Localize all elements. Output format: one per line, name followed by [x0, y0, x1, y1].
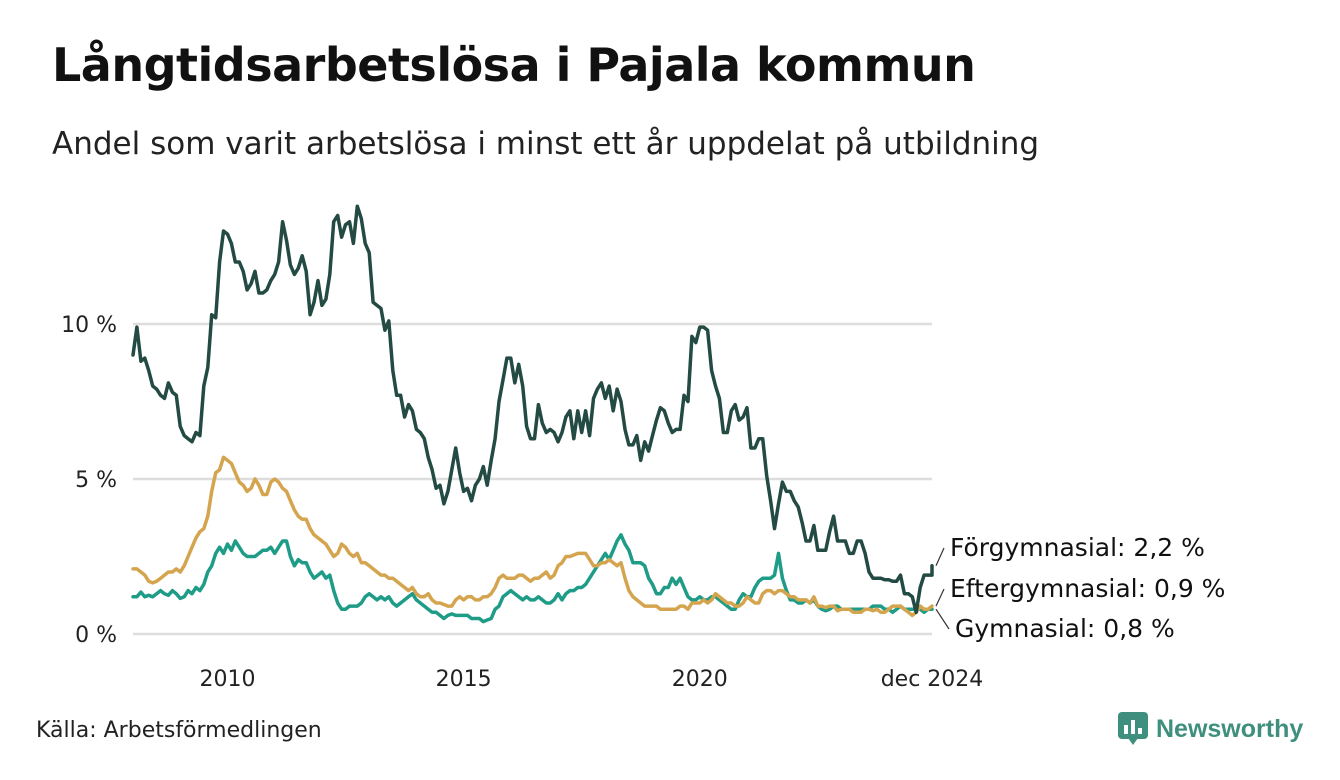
x-tick-label: 2010 — [199, 667, 255, 692]
y-tick-label: 5 % — [75, 468, 117, 493]
x-tick-label: dec 2024 — [881, 667, 984, 692]
x-tick-label: 2020 — [672, 667, 728, 692]
series-line-gymnasial — [131, 533, 934, 624]
source-note: Källa: Arbetsförmedlingen — [36, 718, 322, 743]
leader-line-forgymnasial — [935, 547, 945, 567]
series-line-forgymnasial — [131, 204, 934, 615]
series-label-gymnasial: Gymnasial: 0,8 % — [955, 614, 1175, 643]
chart-title: Långtidsarbetslösa i Pajala kommun — [52, 38, 976, 92]
newsworthy-logo: Newsworthy — [1118, 712, 1303, 746]
y-axis-ticks: 0 % 5 % 10 % — [61, 313, 117, 648]
y-tick-label: 10 % — [61, 313, 117, 338]
leader-line-gymnasial — [935, 608, 950, 630]
y-tick-label: 0 % — [75, 623, 117, 648]
chart-subtitle: Andel som varit arbetslösa i minst ett å… — [52, 126, 1040, 162]
brand-name: Newsworthy — [1156, 714, 1304, 743]
series-label-eftergymnasial: Eftergymnasial: 0,9 % — [950, 574, 1225, 603]
x-axis-ticks: 2010 2015 2020 dec 2024 — [199, 667, 983, 692]
series-lines — [131, 204, 934, 624]
leader-line-eftergymnasial — [935, 588, 945, 607]
series-line-eftergymnasial — [131, 455, 934, 618]
series-label-forgymnasial: Förgymnasial: 2,2 % — [950, 533, 1205, 562]
series-end-labels: Förgymnasial: 2,2 % Eftergymnasial: 0,9 %… — [935, 533, 1225, 643]
gridlines — [133, 322, 932, 636]
newsworthy-icon — [1118, 712, 1148, 745]
x-tick-label: 2015 — [436, 667, 492, 692]
